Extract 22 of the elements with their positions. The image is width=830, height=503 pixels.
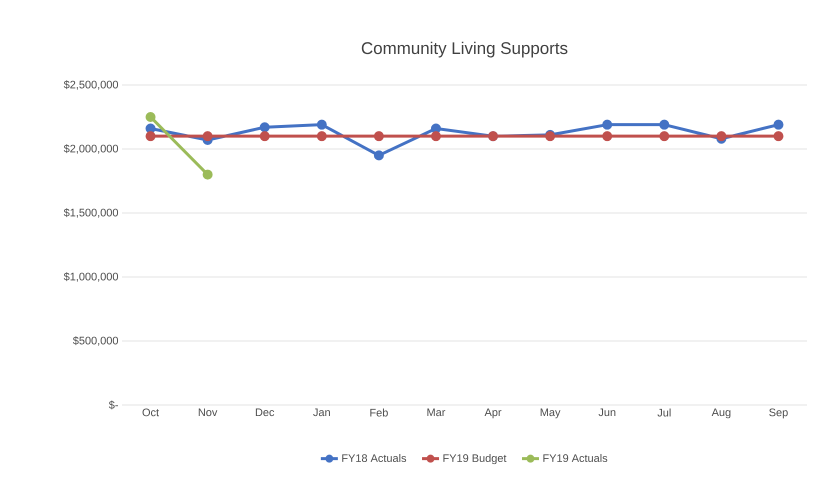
legend-label: FY19 Actuals	[543, 454, 608, 462]
x-tick-label: Feb	[370, 408, 388, 417]
x-tick-label: Jan	[313, 408, 330, 416]
x-tick-label: Oct	[142, 408, 159, 416]
legend-label: FY18 Actuals	[342, 454, 406, 462]
x-tick-label: Apr	[484, 408, 502, 418]
x-tick-label: Jul	[657, 408, 671, 417]
y-tick-label: $-	[108, 400, 118, 410]
y-tick-label: $2,500,000	[64, 80, 118, 90]
y-tick-label: $1,000,000	[64, 272, 118, 282]
x-tick-label: May	[540, 408, 560, 418]
x-tick-label: Dec	[256, 408, 274, 416]
x-tick-label: Mar	[427, 408, 446, 416]
x-tick-label: Nov	[198, 408, 218, 416]
x-tick-label: Sep	[769, 408, 788, 418]
legend-label: FY19 Budget	[443, 454, 506, 464]
y-tick-label: $2,000,000	[64, 144, 118, 154]
x-tick-label: Aug	[712, 408, 730, 418]
chart-title: Community Living Supports	[362, 42, 568, 58]
y-tick-label: $1,500,000	[64, 208, 118, 218]
y-tick-label: $500,000	[72, 336, 118, 346]
x-tick-label: Jun	[598, 408, 616, 416]
